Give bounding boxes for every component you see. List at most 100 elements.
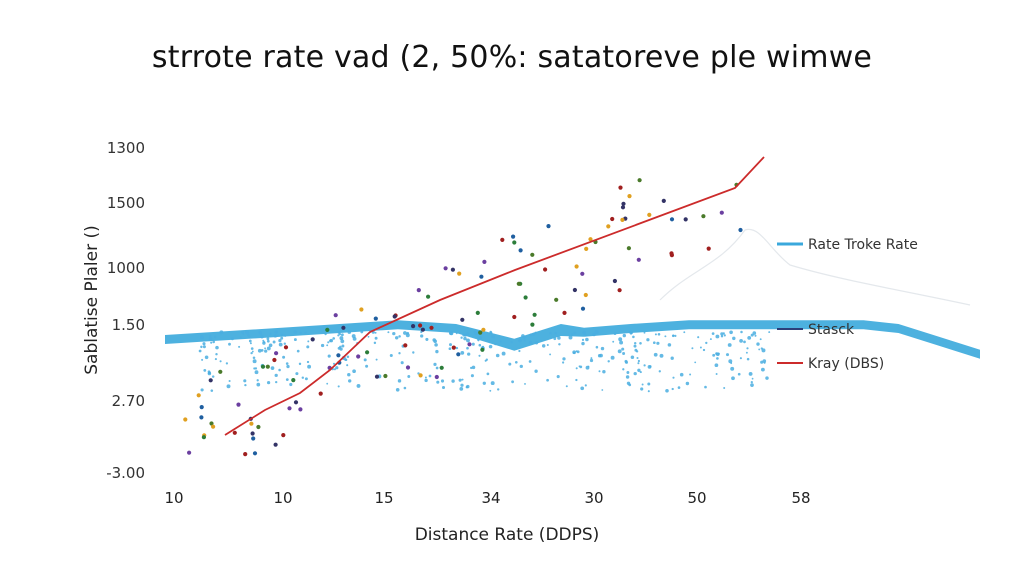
scatter-point — [264, 347, 267, 350]
scatter-point — [285, 378, 289, 381]
scatter-point — [373, 316, 378, 321]
scatter-point — [510, 341, 513, 344]
scatter-point — [477, 339, 480, 342]
scatter-point — [667, 343, 672, 347]
scatter-point — [588, 237, 593, 242]
scatter-point — [745, 351, 748, 354]
scatter-point — [335, 366, 339, 370]
scatter-point — [732, 336, 736, 341]
scatter-point — [626, 246, 632, 251]
scatter-point — [730, 366, 735, 371]
scatter-point — [626, 371, 630, 374]
scatter-point — [448, 331, 453, 335]
scatter-point — [248, 339, 252, 343]
scatter-point — [729, 330, 733, 335]
scatter-point — [518, 338, 522, 343]
scatter-point — [600, 346, 605, 351]
scatter-point — [249, 421, 254, 426]
scatter-point — [519, 364, 523, 369]
scatter-point — [466, 338, 470, 343]
scatter-point — [575, 367, 578, 370]
scatter-point — [617, 349, 622, 354]
scatter-point — [286, 364, 290, 369]
scatter-point — [622, 352, 626, 355]
scatter-point — [198, 349, 202, 353]
scatter-point — [326, 344, 329, 347]
scatter-point — [661, 198, 666, 203]
scatter-point — [278, 342, 283, 347]
scatter-point — [715, 352, 720, 357]
scatter-point — [359, 307, 364, 312]
scatter-point — [576, 350, 580, 354]
scatter-point — [467, 352, 471, 356]
scatter-point — [637, 178, 642, 183]
scatter-point — [291, 378, 296, 383]
scatter-point — [332, 362, 336, 365]
scatter-point — [461, 378, 464, 381]
scatter-point — [283, 342, 286, 345]
scatter-point — [256, 382, 261, 387]
scatter-point — [459, 387, 464, 391]
scatter-point — [434, 343, 438, 347]
scatter-point — [455, 346, 459, 350]
scatter-point — [715, 334, 720, 339]
scatter-point — [478, 330, 483, 335]
scatter-point — [546, 378, 549, 382]
scatter-point — [365, 350, 370, 355]
scatter-point — [671, 334, 675, 338]
scatter-point — [248, 335, 251, 339]
scatter-point — [647, 382, 651, 386]
scatter-point — [443, 266, 448, 271]
scatter-point — [272, 340, 276, 344]
scatter-point — [400, 361, 404, 365]
scatter-point — [433, 339, 438, 344]
scatter-point — [750, 333, 754, 337]
scatter-point — [584, 246, 589, 251]
scatter-point — [306, 345, 310, 349]
scatter-point — [202, 345, 206, 349]
scatter-point — [518, 248, 523, 253]
scatter-point — [637, 362, 640, 365]
scatter-point — [768, 331, 771, 334]
scatter-point — [329, 339, 332, 343]
scatter-point — [657, 333, 661, 336]
scatter-point — [558, 343, 561, 346]
scatter-point — [448, 347, 452, 351]
scatter-point — [489, 389, 492, 392]
scatter-point — [704, 385, 707, 389]
scatter-point — [546, 344, 549, 346]
scatter-point — [474, 332, 478, 336]
scatter-point — [207, 371, 212, 376]
scatter-point — [532, 312, 537, 317]
scatter-point — [725, 353, 730, 357]
scatter-point — [759, 338, 762, 341]
scatter-point — [199, 405, 204, 410]
scatter-point — [293, 330, 298, 334]
scatter-point — [581, 341, 585, 346]
scatter-point — [549, 353, 552, 356]
scatter-point — [460, 317, 465, 322]
scatter-point — [633, 371, 637, 376]
scatter-point — [398, 352, 401, 355]
scatter-point — [352, 337, 357, 341]
scatter-point — [481, 327, 486, 332]
scatter-point — [338, 332, 342, 336]
scatter-point — [731, 376, 735, 381]
scatter-point — [728, 359, 733, 364]
scatter-point — [242, 332, 245, 335]
y-tick-label: 2.70 — [112, 392, 145, 410]
scatter-point — [702, 348, 706, 352]
scatter-point — [637, 368, 641, 372]
scatter-point — [510, 234, 516, 239]
band-area — [165, 320, 980, 359]
scatter-point — [278, 368, 281, 372]
y-tick-label: 1.50 — [112, 316, 145, 334]
scatter-point — [720, 332, 724, 336]
scatter-point — [511, 380, 515, 384]
scatter-point — [394, 336, 399, 340]
scatter-point — [712, 353, 716, 357]
scatter-point — [561, 361, 565, 364]
scatter-point — [281, 433, 286, 438]
scatter-point — [716, 357, 719, 360]
